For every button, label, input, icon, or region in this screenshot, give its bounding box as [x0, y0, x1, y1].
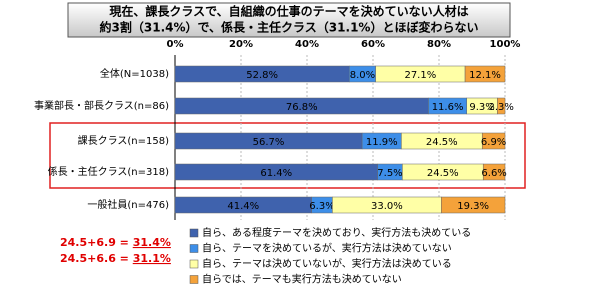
value-label: 9.3% [469, 102, 494, 113]
value-label: 11.9% [366, 137, 398, 148]
value-label: 52.8% [246, 70, 278, 81]
legend-swatch [189, 228, 199, 238]
x-tick-label: 0% [167, 39, 184, 50]
annotation: 24.5+6.6 = 31.1% [60, 252, 171, 265]
bar-segment [441, 196, 506, 214]
annotation-text: 24.5+6.6 = [60, 252, 133, 265]
x-tick-label: 80% [427, 39, 451, 50]
value-label: 6.6% [481, 168, 506, 179]
annotation-result: 31.4% [133, 236, 171, 249]
x-tick-label: 40% [295, 39, 319, 50]
bar-segment [481, 132, 506, 150]
y-tick-label: 課長クラス(n=158) [78, 134, 170, 147]
annotation-text: 24.5+6.9 = [60, 236, 133, 249]
legend-label: 自ら、テーマを決めているが、実行方法は決めていない [202, 242, 452, 255]
value-label: 19.3% [457, 201, 489, 212]
legend-swatch [189, 275, 199, 284]
annotation-result: 31.1% [133, 252, 171, 265]
value-label: 27.1% [404, 70, 436, 81]
legend-label: 自ら、テーマは決めていないが、実行方法は決めている [202, 257, 452, 270]
value-label: 6.9% [481, 137, 506, 148]
bar-segment [497, 97, 506, 115]
value-label: 12.1% [469, 70, 501, 81]
value-label: 6.3% [309, 201, 334, 212]
value-label: 24.5% [426, 137, 458, 148]
x-tick-label: 60% [361, 39, 385, 50]
y-tick-label: 全体(N=1038) [100, 67, 169, 80]
value-label: 76.8% [286, 102, 318, 113]
legend-swatch [189, 244, 199, 253]
legend-label: 自ら、ある程度テーマを決めており、実行方法も決めている [202, 226, 471, 239]
value-label: 41.4% [227, 201, 259, 212]
value-label: 7.5% [377, 168, 402, 179]
legend-label: 自らでは、テーマも実行方法も決めていない [202, 273, 402, 286]
value-label: 8.0% [350, 70, 375, 81]
x-tick-label: 100% [490, 39, 521, 50]
value-label: 11.6% [432, 102, 464, 113]
x-tick-label: 20% [229, 39, 253, 50]
annotation: 24.5+6.9 = 31.4% [60, 236, 171, 249]
highlight-box [49, 122, 526, 189]
chart-title: 約3割（31.4%）で、係長・主任クラス（31.1%）とほぼ変わらない [100, 20, 479, 35]
y-tick-label: 事業部長・部長クラス(n=86) [34, 99, 169, 112]
bar-segment [482, 163, 506, 181]
value-label: 56.7% [253, 137, 285, 148]
title-box [67, 2, 511, 38]
value-label: 2.3% [489, 102, 514, 113]
legend-swatch [189, 259, 199, 269]
y-tick-label: 一般社員(n=476) [87, 198, 169, 211]
bar-segment [464, 65, 506, 83]
value-label: 61.4% [260, 168, 292, 179]
chart-title: 現在、課長クラスで、自組織の仕事のテーマを決めていない人材は [109, 4, 468, 19]
y-tick-label: 係長・主任クラス(n=318) [48, 165, 170, 178]
value-label: 33.0% [371, 201, 403, 212]
value-label: 24.5% [427, 168, 459, 179]
